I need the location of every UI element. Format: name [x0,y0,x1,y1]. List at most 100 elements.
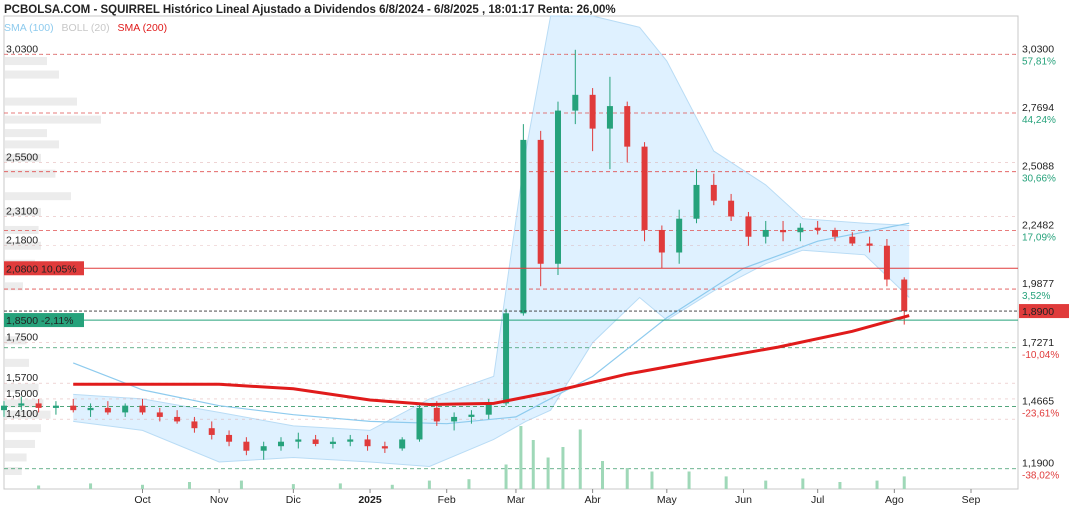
x-tick-label: Dic [286,494,301,506]
left-axis-label: 1,4100 [6,408,38,420]
volume-profile-bar [5,282,23,291]
volume-profile-bar [5,192,71,201]
x-tick-label: Jun [735,494,752,506]
candle-body [277,441,284,447]
volume-bar [625,468,629,489]
candle-body [52,405,59,408]
x-tick-label: Ago [885,494,904,506]
volume-bar [531,440,535,489]
x-tick-label: Abr [584,494,601,506]
volume-profile-bar [5,140,59,149]
candle-body [745,216,752,237]
volume-bar [37,485,41,489]
right-axis-percent: -10,04% [1022,350,1059,361]
volume-bar [390,484,394,489]
candle-body [762,229,769,237]
chart-title: PCBOLSA.COM - SQUIRREL Histórico Lineal … [4,4,616,16]
volume-bar [601,461,605,489]
candle-body [883,245,890,280]
volume-bar [724,476,728,489]
sma100-line [72,222,910,425]
volume-profile-bar [5,466,22,475]
candle-body [1,405,7,411]
last-price-label: 1,8900 [1022,306,1054,318]
volume-bar [338,483,342,489]
volume-profile-bar [5,207,41,216]
volume-profile-bar [5,241,41,250]
candle-body [520,139,527,314]
candle-body [295,439,302,442]
right-axis-label: 2,7694 [1022,102,1054,114]
volume-bar [650,471,654,489]
candle-body [191,421,198,429]
volume-bar [838,482,842,489]
volume-profile-bar [5,410,51,419]
candle-body [18,403,25,406]
candle-body [676,218,683,253]
candle-body [104,407,111,413]
right-axis-label: 2,5088 [1022,161,1054,173]
volume-profile-bar [5,453,27,462]
candle-body [866,243,873,246]
right-axis-label: 1,1900 [1022,458,1054,470]
candle-body [710,184,717,201]
support-label: 1,8500 -2,11% [6,315,74,327]
right-axis-label: 3,0300 [1022,43,1054,55]
candle-body [624,106,631,147]
legend-sma100[interactable]: SMA (100) [4,22,54,34]
right-axis-label: 2,2482 [1022,219,1054,231]
candle-body [468,414,475,417]
legend-boll[interactable]: BOLL (20) [61,22,110,34]
volume-bar [687,471,691,489]
volume-profile-bar [5,97,77,106]
candle-body [312,439,319,444]
candle-body [589,94,596,129]
candle-body [901,279,908,312]
candle-body [693,184,700,219]
candle-body [849,236,856,244]
right-axis-percent: 3,52% [1022,291,1050,302]
left-axis-label: 1,7500 [6,332,38,344]
bollinger-upper-line [73,15,910,431]
volume-bar [764,480,768,489]
volume-bar [578,429,582,489]
x-tick-label: Nov [210,494,229,506]
candle-body [70,405,77,411]
candle-body [399,439,406,449]
candle-body [381,446,388,449]
candle-body [485,403,492,415]
x-tick-label: May [657,494,678,506]
candle-body [156,412,163,417]
legend-sma200[interactable]: SMA (200) [117,22,168,34]
volume-bar [504,464,508,489]
resistance-tag [4,261,84,276]
candle-body [87,407,94,411]
candle-body [606,106,613,129]
right-axis-label: 1,7271 [1022,337,1054,349]
volume-profile-bar [5,57,47,66]
volume-bar [561,447,565,489]
left-axis-label: 1,5000 [6,388,38,400]
volume-bar [187,482,191,489]
volume-profile-bar [5,358,29,367]
candle-body [641,146,648,230]
candle-body [35,403,42,408]
volume-bar [89,483,93,489]
bollinger-band [73,16,910,467]
right-axis-percent: -38,02% [1022,471,1059,482]
candle-body [831,229,838,237]
volume-bar [519,426,523,489]
volume-profile-bar [5,225,39,234]
candle-body [122,405,129,413]
left-axis-label: 3,0300 [6,43,38,55]
right-axis-percent: 57,81% [1022,56,1056,67]
candle-body [572,94,579,111]
volume-bar [902,476,906,489]
volume-profile-bar [5,115,101,124]
candle-body [260,446,267,451]
candle-body [329,441,336,444]
candle-body [433,407,440,422]
candle-body [364,439,371,447]
volume-profile-bar [5,169,56,178]
x-tick-label: Jul [811,494,824,506]
